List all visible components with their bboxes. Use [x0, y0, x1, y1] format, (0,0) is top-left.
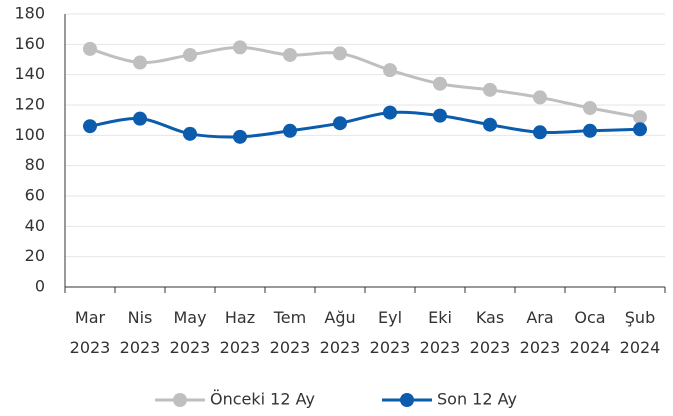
point [133, 111, 147, 126]
y-tick-label: 120 [14, 95, 45, 114]
point [183, 47, 197, 62]
x-tick-label: Mar 2023 [70, 308, 111, 357]
point [233, 40, 247, 55]
y-tick-label: 60 [25, 186, 45, 205]
y-tick-label: 100 [14, 125, 45, 144]
legend-marker [400, 393, 414, 407]
x-tick-label: Şub 2024 [620, 308, 661, 357]
x-tick-label: Haz 2023 [220, 308, 261, 357]
legend-label: Önceki 12 Ay [210, 390, 315, 409]
x-tick-label: Ara 2023 [520, 308, 561, 357]
x-tick-label: Tem 2023 [270, 308, 311, 357]
point [383, 105, 397, 120]
point [483, 117, 497, 132]
point [133, 55, 147, 70]
legend-label: Son 12 Ay [437, 390, 517, 409]
point [333, 116, 347, 131]
point [483, 82, 497, 97]
x-tick-label: Nis 2023 [120, 308, 161, 357]
y-tick-label: 20 [25, 246, 45, 265]
point [633, 122, 647, 137]
legend-marker [173, 393, 187, 407]
point [633, 110, 647, 125]
point [383, 63, 397, 78]
point [583, 101, 597, 116]
point [433, 76, 447, 91]
point [283, 47, 297, 62]
point [183, 126, 197, 141]
point [283, 123, 297, 138]
x-tick-label: Eyl 2023 [370, 308, 411, 357]
point [83, 41, 97, 56]
x-tick-label: Kas 2023 [470, 308, 511, 357]
point [533, 125, 547, 140]
y-tick-label: 0 [35, 277, 45, 296]
point [333, 46, 347, 61]
x-tick-label: Ağu 2023 [320, 308, 361, 357]
series-line [89, 110, 641, 139]
y-tick-label: 40 [25, 216, 45, 235]
y-tick-label: 180 [14, 4, 45, 23]
y-tick-label: 140 [14, 64, 45, 83]
y-tick-label: 160 [14, 34, 45, 53]
point [583, 123, 597, 138]
x-tick-label: May 2023 [170, 308, 211, 357]
point [533, 90, 547, 105]
point [233, 129, 247, 144]
point [83, 119, 97, 134]
x-tick-label: Eki 2023 [420, 308, 461, 357]
series-line [89, 45, 641, 119]
point [433, 108, 447, 123]
x-tick-label: Oca 2024 [570, 308, 611, 357]
y-tick-label: 80 [25, 155, 45, 174]
